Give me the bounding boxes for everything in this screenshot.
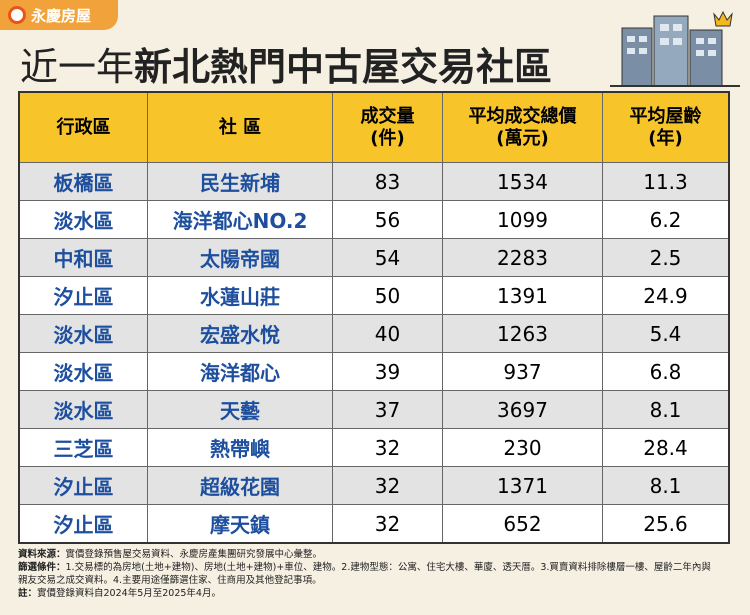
table-cell: 淡水區	[53, 399, 114, 423]
note-label: 資料來源：	[18, 549, 66, 560]
table-cell: 56	[332, 201, 442, 238]
table-cell: 海洋都心NO.2	[147, 201, 332, 238]
table-cell: 淡水區	[53, 361, 114, 385]
table-cell: 三芝區	[53, 437, 114, 461]
table-cell: 民生新埔	[147, 163, 332, 200]
table-cell: 宏盛水悅	[147, 315, 332, 352]
table-cell: 汐止區	[53, 285, 114, 309]
table-row: 三芝區 熱帶嶼 32 230 28.4	[20, 428, 728, 466]
table-row: 淡水區 海洋都心NO.2 56 1099 6.2	[20, 200, 728, 238]
table-cell: 熱帶嶼	[147, 429, 332, 466]
note-text: 1.交易標的為房地(土地+建物)、房地(土地+建物)+車位、建物。2.建物型態：…	[18, 562, 711, 586]
table-cell: 11.3	[602, 163, 728, 200]
table-row: 板橋區 民生新埔 83 1534 11.3	[20, 162, 728, 200]
title-bold: 新北熱門中古屋交易社區	[134, 45, 553, 89]
header-cell: 成交量 (件)	[332, 93, 442, 162]
table-cell: 6.8	[602, 353, 728, 390]
logo-text: 永慶房屋	[31, 6, 92, 25]
table-cell: 230	[442, 429, 602, 466]
title-light: 近一年	[20, 45, 135, 89]
logo: 永慶房屋	[0, 0, 118, 30]
table-cell: 天藝	[147, 391, 332, 428]
table-row: 淡水區 天藝 37 3697 8.1	[20, 390, 728, 428]
table-cell: 水蓮山莊	[147, 277, 332, 314]
table-cell: 5.4	[602, 315, 728, 352]
header-cell: 平均成交總價 (萬元)	[442, 93, 602, 162]
note: 註：實價登錄資料自2024年5月至2025年4月。	[18, 587, 718, 600]
table-cell: 1099	[442, 201, 602, 238]
logo-icon	[8, 6, 26, 24]
table-cell: 太陽帝國	[147, 239, 332, 276]
note-label: 註：	[18, 588, 38, 599]
table-row: 汐止區 水蓮山莊 50 1391 24.9	[20, 276, 728, 314]
note-text: 實價登錄資料自2024年5月至2025年4月。	[37, 588, 221, 599]
note: 資料來源：實價登錄預售屋交易資料、永慶房產集團研究發展中心彙整。	[18, 548, 718, 561]
table-cell: 40	[332, 315, 442, 352]
table-cell: 淡水區	[53, 209, 114, 233]
table-row: 汐止區 摩天鎮 32 652 25.6	[20, 504, 728, 542]
table-cell: 6.2	[602, 201, 728, 238]
table-cell: 32	[332, 505, 442, 542]
table-cell: 937	[442, 353, 602, 390]
table-cell: 汐止區	[53, 513, 114, 537]
table-cell: 3697	[442, 391, 602, 428]
table-row: 淡水區 宏盛水悅 40 1263 5.4	[20, 314, 728, 352]
title: 近一年新北熱門中古屋交易社區	[20, 36, 552, 91]
table-cell: 摩天鎮	[147, 505, 332, 542]
table-cell: 1371	[442, 467, 602, 504]
table-cell: 2283	[442, 239, 602, 276]
table-cell: 超級花園	[147, 467, 332, 504]
table-cell: 39	[332, 353, 442, 390]
table-cell: 8.1	[602, 467, 728, 504]
table-cell: 1534	[442, 163, 602, 200]
table-cell: 83	[332, 163, 442, 200]
note: 篩選條件：1.交易標的為房地(土地+建物)、房地(土地+建物)+車位、建物。2.…	[18, 561, 718, 587]
note-text: 實價登錄預售屋交易資料、永慶房產集團研究發展中心彙整。	[65, 549, 323, 560]
table: 行政區社 區成交量 (件) 平均成交總價 (萬元) 平均屋齡 (年) 板橋區 民生新埔 8…	[18, 91, 730, 544]
buildings-illustration	[610, 10, 740, 87]
table-cell: 板橋區	[53, 171, 114, 195]
table-cell: 50	[332, 277, 442, 314]
table-cell: 32	[332, 467, 442, 504]
table-cell: 汐止區	[53, 475, 114, 499]
table-row: 中和區 太陽帝國 54 2283 2.5	[20, 238, 728, 276]
note-label: 篩選條件：	[18, 562, 66, 573]
table-cell: 25.6	[602, 505, 728, 542]
table-cell: 28.4	[602, 429, 728, 466]
table-cell: 海洋都心	[147, 353, 332, 390]
table-cell: 54	[332, 239, 442, 276]
header-cell: 社 區	[147, 93, 332, 162]
header-cell: 平均屋齡 (年)	[602, 93, 728, 162]
header-cell: 行政區	[56, 116, 111, 138]
header-row: 行政區 社 區成交量 (件) 平均成交總價 (萬元) 平均屋齡 (年)	[20, 93, 728, 162]
table-cell: 2.5	[602, 239, 728, 276]
table-row: 汐止區 超級花園 32 1371 8.1	[20, 466, 728, 504]
table-cell: 1263	[442, 315, 602, 352]
table-cell: 32	[332, 429, 442, 466]
table-cell: 652	[442, 505, 602, 542]
table-cell: 8.1	[602, 391, 728, 428]
table-cell: 中和區	[53, 247, 114, 271]
table-cell: 24.9	[602, 277, 728, 314]
notes: 資料來源：實價登錄預售屋交易資料、永慶房產集團研究發展中心彙整。 篩選條件：1.交…	[18, 548, 718, 600]
table-cell: 淡水區	[53, 323, 114, 347]
table-row: 淡水區 海洋都心 39 937 6.8	[20, 352, 728, 390]
table-cell: 1391	[442, 277, 602, 314]
table-cell: 37	[332, 391, 442, 428]
